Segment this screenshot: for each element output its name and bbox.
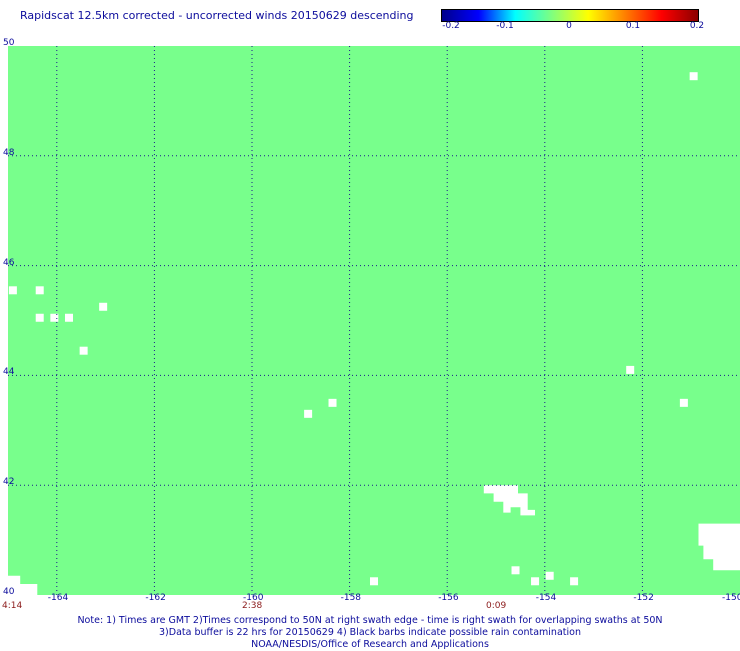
no-data-cell xyxy=(626,366,634,374)
no-data-cell xyxy=(690,72,698,80)
note-line-1: Note: 1) Times are GMT 2)Times correspon… xyxy=(0,615,740,627)
latitude-tick-label: 50 xyxy=(3,38,14,48)
latitude-tick-label: 40 xyxy=(3,587,14,597)
note-line-3: NOAA/NESDIS/Office of Research and Appli… xyxy=(0,639,740,651)
no-data-cell xyxy=(36,286,44,294)
latitude-tick-label: 46 xyxy=(3,258,14,268)
notes: Note: 1) Times are GMT 2)Times correspon… xyxy=(0,615,740,651)
longitude-tick-label: -150 xyxy=(722,593,740,603)
latitude-tick-label: 48 xyxy=(3,148,14,158)
no-data-cell xyxy=(531,577,539,585)
no-data-cell xyxy=(570,577,578,585)
swath-time-label: 4:14 xyxy=(2,601,22,611)
longitude-tick-label: -152 xyxy=(633,593,653,603)
no-data-cell xyxy=(80,347,88,355)
swath-time-label: 2:38 xyxy=(242,601,262,611)
latitude-tick-label: 42 xyxy=(3,477,14,487)
no-data-cell xyxy=(512,566,520,574)
no-data-cell xyxy=(36,314,44,322)
no-data-cell xyxy=(9,286,17,294)
map-area xyxy=(8,46,740,595)
longitude-tick-label: -158 xyxy=(341,593,361,603)
no-data-cell xyxy=(680,399,688,407)
no-data-cell xyxy=(304,410,312,418)
longitude-tick-label: -162 xyxy=(145,593,165,603)
longitude-tick-label: -156 xyxy=(438,593,458,603)
no-data-cell xyxy=(329,399,337,407)
note-line-2: 3)Data buffer is 22 hrs for 20150629 4) … xyxy=(0,627,740,639)
no-data-cell xyxy=(546,572,554,580)
swath-time-label: 0:09 xyxy=(486,601,506,611)
no-data-cell xyxy=(99,303,107,311)
no-data-cell xyxy=(65,314,73,322)
longitude-tick-label: -164 xyxy=(48,593,68,603)
no-data-cell xyxy=(370,577,378,585)
longitude-tick-label: -154 xyxy=(536,593,556,603)
latitude-tick-label: 44 xyxy=(3,367,14,377)
